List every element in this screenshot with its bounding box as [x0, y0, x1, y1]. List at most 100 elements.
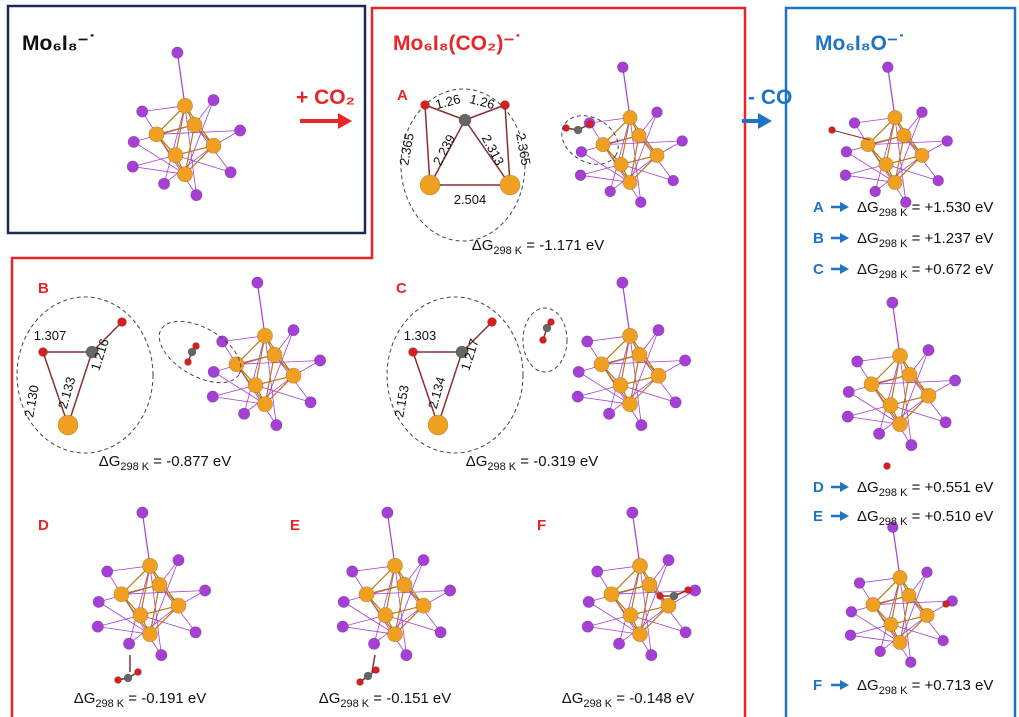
- atom: [172, 554, 185, 567]
- energy-subscript: 298 K: [879, 238, 908, 250]
- bond-line: [894, 112, 923, 183]
- atom: [142, 557, 158, 574]
- atom: [939, 416, 952, 429]
- bond-line: [621, 282, 631, 336]
- bond-line: [141, 512, 151, 566]
- atom: [57, 414, 79, 436]
- atom: [914, 147, 930, 163]
- bond-line: [619, 335, 631, 386]
- atom: [270, 419, 283, 432]
- bond-length: 1.26: [468, 91, 496, 112]
- energy-subscript: 298 K: [487, 461, 516, 473]
- bond-line: [264, 329, 294, 405]
- bond-length: 2.130: [21, 384, 41, 419]
- atom: [622, 607, 639, 624]
- energy-subscript: 298 K: [879, 487, 908, 499]
- atom: [942, 600, 950, 608]
- atom: [377, 607, 394, 624]
- inset-outline: [561, 115, 619, 165]
- bond-line: [371, 654, 376, 673]
- bond-line: [899, 572, 928, 643]
- bond-line: [581, 151, 631, 183]
- atom: [582, 595, 595, 608]
- bond-line: [846, 151, 896, 183]
- energy-value: = +1.530 eV: [907, 199, 993, 216]
- atom: [593, 356, 610, 373]
- atom: [199, 584, 212, 597]
- atom: [632, 557, 648, 574]
- atom: [487, 317, 497, 327]
- atom: [419, 174, 441, 196]
- bond-line: [394, 584, 406, 635]
- energy-label: ΔG298 K = +1.530 eV: [857, 199, 993, 219]
- bond-line: [394, 565, 407, 656]
- energy-subscript: 298 K: [120, 461, 149, 473]
- bond-line: [847, 416, 901, 425]
- atom: [613, 156, 629, 172]
- bond-length: 2.153: [391, 384, 411, 419]
- atom: [337, 595, 350, 608]
- intermediate-title: Mo₆I₈(CO₂)⁻˙: [393, 32, 521, 55]
- atom: [679, 626, 692, 639]
- atom: [287, 324, 300, 337]
- bond-length: 1.26: [434, 91, 462, 112]
- arrow-head: [840, 233, 849, 243]
- atom: [581, 335, 594, 348]
- bond-line: [851, 611, 901, 643]
- bond-line: [620, 164, 674, 181]
- atom: [865, 597, 881, 613]
- bond-line: [602, 140, 683, 145]
- bond-length: 2.365: [513, 132, 533, 167]
- bond-line: [630, 614, 686, 633]
- atom: [257, 327, 273, 344]
- atom: [91, 620, 104, 633]
- atom: [921, 566, 933, 578]
- energy-value: = -0.191 eV: [124, 690, 206, 707]
- energy-symbol: ΔG: [74, 690, 96, 707]
- bond-line: [629, 112, 658, 183]
- atom: [184, 358, 192, 366]
- bond-line: [264, 335, 277, 426]
- bond-line: [149, 584, 161, 635]
- product-label: C: [813, 261, 824, 278]
- atom: [612, 377, 629, 394]
- bond-line: [461, 321, 493, 353]
- bond-line: [879, 577, 901, 652]
- atom: [905, 656, 917, 668]
- bond-line: [412, 351, 439, 426]
- energy-label: ΔG298 K = +0.672 eV: [857, 261, 993, 281]
- atom: [38, 347, 48, 357]
- bond-line: [91, 321, 123, 353]
- atom: [192, 342, 200, 350]
- atom: [650, 367, 667, 384]
- bond-line: [890, 404, 946, 423]
- bond-line: [580, 174, 631, 183]
- bond-line: [601, 360, 686, 365]
- atom: [336, 620, 349, 633]
- energy-symbol: ΔG: [319, 690, 341, 707]
- energy-label: ΔG298 K = -0.319 eV: [466, 453, 599, 473]
- atom: [892, 416, 908, 433]
- atom: [878, 156, 894, 172]
- bond-line: [98, 601, 151, 635]
- atom: [882, 397, 899, 414]
- bond-line: [639, 565, 652, 656]
- inset-outline: [158, 320, 242, 384]
- atom: [863, 376, 880, 393]
- atom: [257, 396, 273, 413]
- energy-symbol: ΔG: [99, 453, 121, 470]
- atom: [408, 347, 418, 357]
- atom: [617, 61, 629, 73]
- product-label: D: [813, 479, 824, 496]
- energy-subscript: 298 K: [583, 698, 612, 710]
- atom: [136, 105, 149, 118]
- atom: [842, 385, 855, 398]
- atom: [873, 427, 886, 440]
- bond-line: [899, 355, 912, 446]
- energy-value: = -0.148 eV: [612, 690, 694, 707]
- atom: [652, 324, 665, 337]
- bond-line: [176, 52, 186, 106]
- atom: [669, 591, 679, 601]
- atom: [901, 366, 918, 383]
